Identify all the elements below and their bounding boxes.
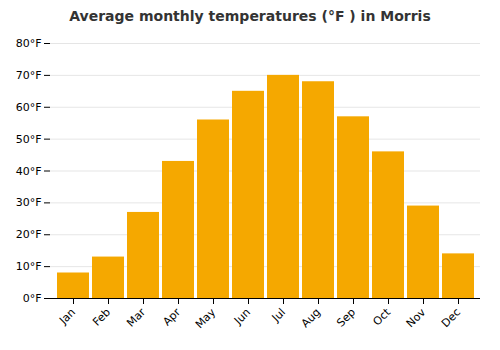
- svg-text:70°F: 70°F: [16, 69, 42, 82]
- svg-text:30°F: 30°F: [16, 196, 42, 209]
- svg-text:50°F: 50°F: [16, 133, 42, 146]
- svg-text:80°F: 80°F: [16, 37, 42, 50]
- svg-text:Apr: Apr: [160, 305, 183, 328]
- svg-text:0°F: 0°F: [23, 292, 42, 305]
- svg-text:60°F: 60°F: [16, 101, 42, 114]
- svg-text:Sep: Sep: [334, 306, 358, 330]
- svg-text:Dec: Dec: [439, 306, 463, 330]
- svg-text:Aug: Aug: [299, 306, 323, 330]
- svg-text:Mar: Mar: [124, 305, 148, 329]
- svg-text:40°F: 40°F: [16, 165, 42, 178]
- svg-text:Oct: Oct: [370, 305, 393, 328]
- svg-text:Jul: Jul: [269, 306, 288, 325]
- svg-text:May: May: [193, 305, 219, 331]
- svg-text:Jun: Jun: [231, 306, 253, 328]
- svg-text:Nov: Nov: [404, 305, 429, 330]
- svg-text:10°F: 10°F: [16, 260, 42, 273]
- svg-text:20°F: 20°F: [16, 228, 42, 241]
- svg-text:Feb: Feb: [90, 306, 113, 329]
- svg-text:Jan: Jan: [56, 306, 78, 328]
- html-text:Average monthly temperatures (: Average monthly temperatures (°F ) in Mo…: [69, 8, 431, 24]
